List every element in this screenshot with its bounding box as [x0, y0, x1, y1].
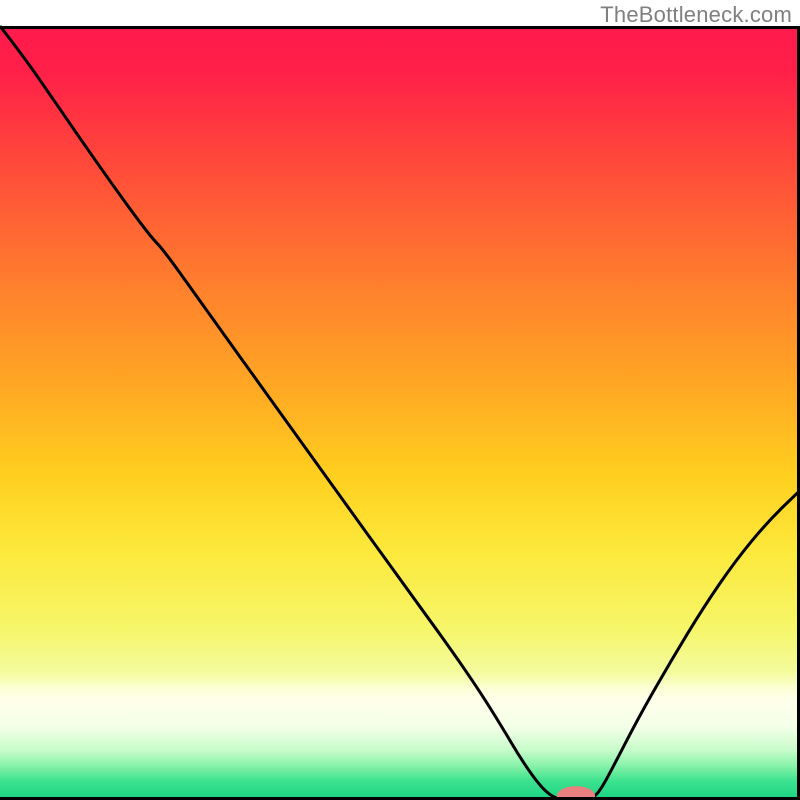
gradient-background: [0, 26, 800, 800]
gradient-curve-chart: [0, 0, 800, 800]
chart-stage: TheBottleneck.com: [0, 0, 800, 800]
watermark-text: TheBottleneck.com: [600, 2, 792, 28]
